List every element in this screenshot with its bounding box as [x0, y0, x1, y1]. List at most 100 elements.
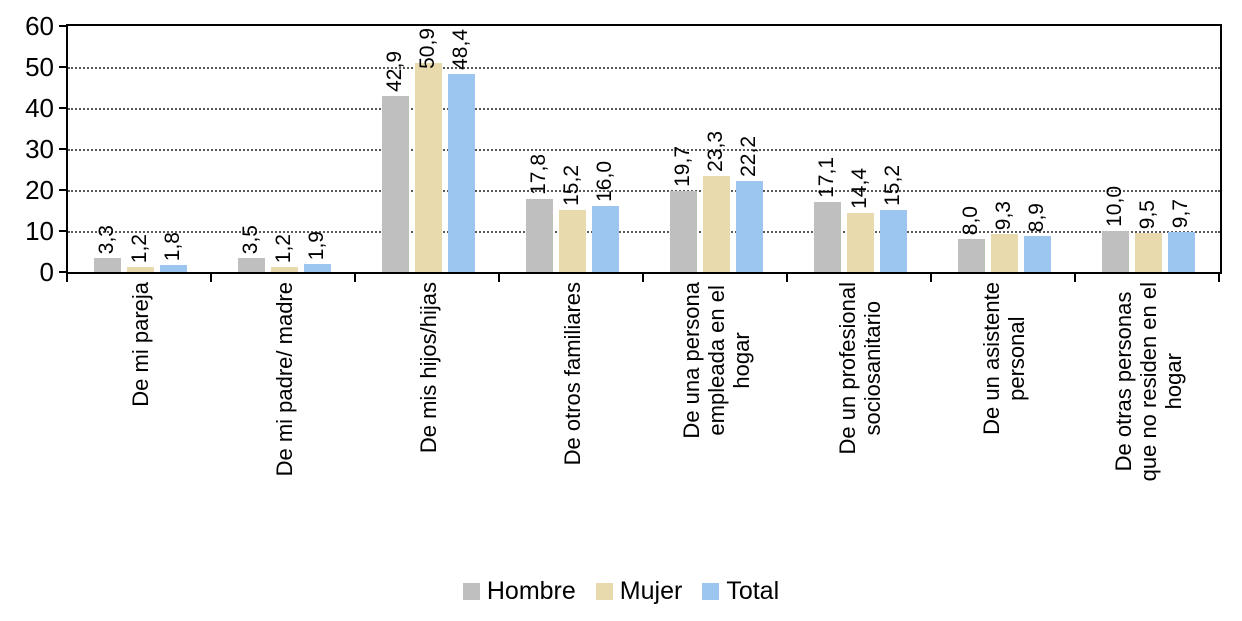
x-axis-tick-mark [642, 274, 644, 282]
data-label: 50,9 [416, 28, 439, 69]
gridline [68, 190, 1220, 192]
bar-hombre [1101, 231, 1129, 272]
gridline [68, 108, 1220, 110]
legend-item: Total [702, 578, 779, 604]
data-label: 48,4 [449, 28, 472, 70]
data-label: 42,9 [383, 51, 406, 92]
data-label: 17,1 [815, 156, 838, 198]
x-axis-tick-mark [1074, 274, 1076, 282]
bar-mujer [270, 267, 298, 272]
data-label: 14,4 [848, 167, 871, 209]
bar-mujer [126, 267, 154, 272]
x-axis-category-label: De mi padre/ madre [271, 282, 297, 477]
bar-hombre [381, 96, 409, 272]
bar-group: 8,0 9,3 8,9 [932, 26, 1076, 272]
bar-hombre [813, 201, 841, 272]
y-axis-tick-label: 0 [39, 257, 54, 287]
data-label: 15,2 [560, 164, 583, 206]
y-axis-tick-label: 30 [25, 134, 54, 164]
bar-hombre [237, 257, 265, 272]
data-label: 9,7 [1169, 199, 1192, 229]
bar-total [159, 264, 187, 272]
x-axis-tick-mark [498, 274, 500, 282]
bar-hombre [525, 199, 553, 272]
legend-swatch-icon [702, 582, 720, 600]
data-label: 1,2 [272, 234, 295, 264]
bar-total [447, 73, 475, 272]
y-axis-tick-label: 20 [25, 175, 54, 205]
bar-group: 3,5 1,2 1,9 [212, 26, 356, 272]
data-label: 8,0 [959, 206, 982, 236]
data-label: 10,0 [1103, 186, 1126, 227]
data-label: 19,7 [671, 146, 694, 188]
y-axis-tick-mark [59, 189, 68, 191]
y-axis-tick-mark [59, 66, 68, 68]
legend-label: Total [726, 577, 780, 605]
x-axis-tick-mark [930, 274, 932, 282]
x-axis-category-label: De una persona empleada en el hogar [678, 282, 754, 439]
bar-total [591, 206, 619, 272]
bar-group: 10,0 9,5 9,7 [1076, 26, 1220, 272]
data-label: 9,5 [1136, 200, 1159, 230]
bar-mujer [558, 209, 586, 272]
x-axis-category-label: De mi pareja [127, 282, 153, 407]
data-label: 23,3 [704, 131, 727, 173]
bar-group: 42,9 50,9 48,4 [356, 26, 500, 272]
x-axis-category-label: De mis hijos/hijas [415, 282, 441, 454]
y-axis-tick-mark [59, 25, 68, 27]
x-axis-category-label: De un profesional sociosanitario [835, 282, 885, 455]
bar-hombre [93, 258, 121, 272]
bar-total [1023, 235, 1051, 272]
gridline [68, 231, 1220, 233]
bar-mujer [414, 63, 442, 272]
bar-total [1167, 232, 1195, 272]
data-label: 8,9 [1025, 202, 1048, 232]
y-axis-tick-mark [59, 230, 68, 232]
data-label: 3,5 [239, 224, 262, 254]
bar-total [879, 209, 907, 272]
legend-label: Mujer [619, 577, 683, 605]
x-axis-tick-mark [210, 274, 212, 282]
x-axis-tick-mark [1218, 274, 1220, 282]
data-label: 17,8 [527, 154, 550, 195]
data-label: 1,8 [161, 231, 184, 261]
legend-swatch-icon [462, 582, 480, 600]
bar-group: 17,1 14,4 15,2 [788, 26, 932, 272]
gridline [68, 149, 1220, 151]
x-axis-tick-mark [66, 274, 68, 282]
legend-item: Hombre [462, 577, 576, 605]
bar-total [735, 180, 763, 272]
bar-hombre [669, 191, 697, 272]
gridline [68, 67, 1220, 69]
bar-mujer [846, 212, 874, 272]
data-label: 22,2 [737, 135, 760, 177]
x-axis-category-label: De otros familiares [559, 282, 585, 466]
data-label: 1,2 [128, 234, 151, 264]
x-axis-tick-mark [786, 274, 788, 282]
data-label: 15,2 [881, 164, 904, 206]
data-label: 16,0 [593, 161, 616, 203]
y-axis-tick-mark [59, 148, 68, 150]
y-axis-tick-label: 60 [25, 11, 54, 41]
data-label: 3,3 [95, 225, 118, 255]
bar-mujer [990, 233, 1018, 272]
bar-mujer [702, 176, 730, 272]
legend-item: Mujer [595, 577, 683, 605]
data-label: 9,3 [992, 200, 1015, 231]
y-axis-tick-label: 40 [25, 93, 54, 123]
plot-area: 3,3 1,2 1,8 3,5 1,2 1,9 42,9 50,9 48,4 17,8 15,2 16… [66, 24, 1222, 274]
chart-legend: Hombre Mujer Total [0, 578, 1242, 604]
legend-label: Hombre [486, 577, 576, 605]
legend-swatch-icon [595, 582, 613, 600]
x-axis-tick-mark [354, 274, 356, 282]
data-label: 1,9 [305, 231, 328, 261]
x-axis-category-label: De otras personas que no residen en el h… [1110, 282, 1186, 482]
y-axis-tick-label: 10 [25, 216, 54, 246]
y-axis-tick-mark [59, 271, 68, 273]
bar-group: 19,7 23,3 22,2 [644, 26, 788, 272]
bar-hombre [957, 239, 985, 272]
x-axis-category-label: De un asistente personal [979, 282, 1029, 435]
bar-group: 3,3 1,2 1,8 [68, 26, 212, 272]
y-axis-tick-mark [59, 107, 68, 109]
